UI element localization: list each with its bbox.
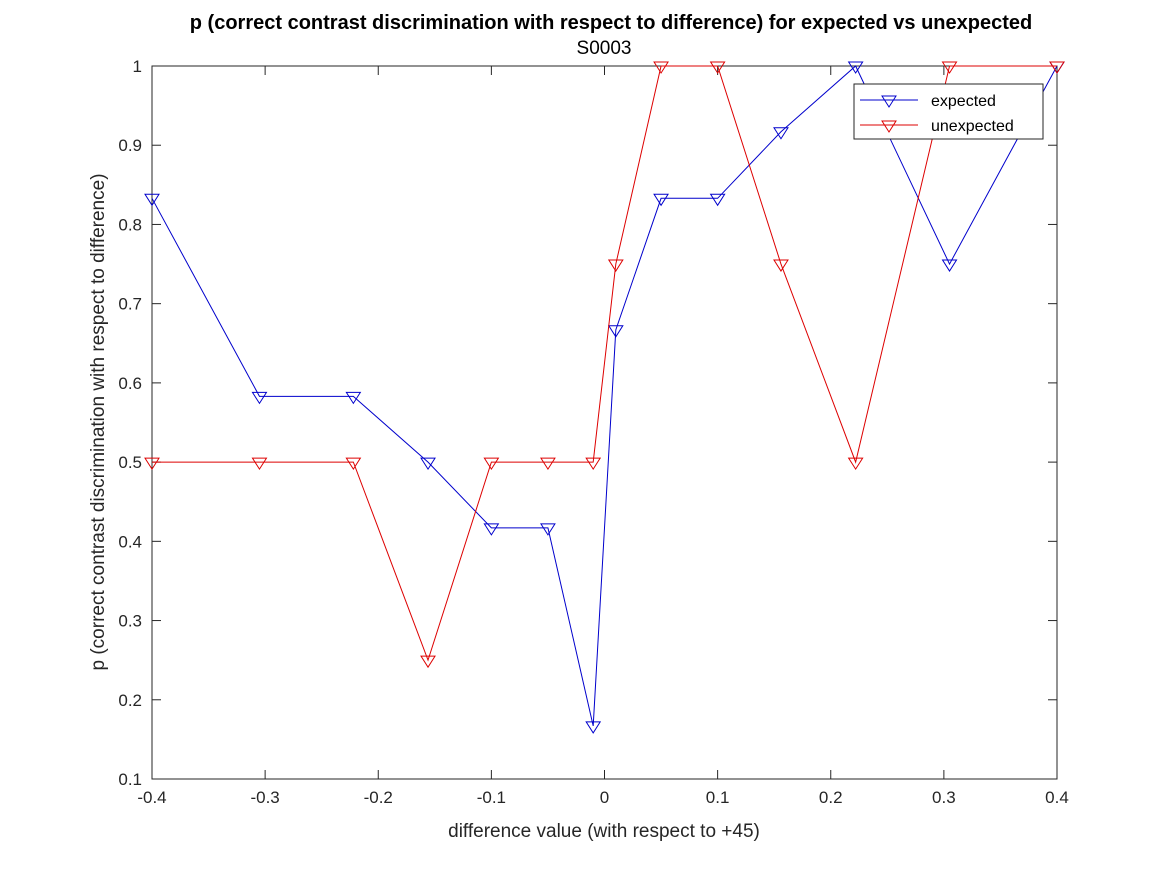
data-point: [709, 61, 726, 74]
data-point: [585, 721, 602, 734]
chart-title: p (correct contrast discrimination with …: [190, 12, 1032, 34]
legend-marker: [881, 95, 897, 108]
y-tick-label: 0.6: [118, 374, 142, 393]
data-point: [653, 193, 669, 207]
data-point: [540, 523, 556, 536]
series-line-expected: [151, 65, 1058, 727]
data-point: [941, 61, 958, 74]
y-tick-label: 0.1: [118, 770, 142, 789]
x-tick-label: -0.4: [137, 788, 166, 807]
y-tick-label: 0.2: [118, 691, 142, 710]
data-point: [483, 523, 500, 536]
data-point: [1049, 61, 1065, 74]
y-axis: 0.1 0.2 0.3 0.4 0.5 0.6 0.7 0.8 0.9 1: [118, 57, 1057, 789]
data-point: [251, 391, 268, 405]
y-tick-label: 0.4: [118, 532, 142, 551]
y-tick-label: 0.9: [118, 136, 142, 155]
x-tick-label: 0.2: [819, 788, 843, 807]
legend-marker: [881, 120, 897, 133]
y-tick-label: 0.3: [118, 612, 142, 631]
legend-item-unexpected: unexpected: [860, 118, 1014, 135]
data-point: [420, 457, 436, 471]
x-tick-label: 0.3: [932, 788, 956, 807]
series-line-unexpected: [152, 65, 1057, 662]
y-tick-label: 1: [133, 57, 142, 76]
y-tick-label: 0.8: [118, 215, 142, 234]
data-point: [941, 259, 958, 272]
x-axis-label: difference value (with respect to +45): [448, 821, 760, 842]
data-point: [709, 193, 726, 207]
legend-item-expected: expected: [860, 93, 996, 110]
legend-label: expected: [931, 93, 996, 110]
legend-label: unexpected: [931, 118, 1014, 135]
x-tick-label: -0.2: [364, 788, 393, 807]
y-tick-label: 0.5: [118, 453, 142, 472]
y-tick-label: 0.7: [118, 295, 142, 314]
data-point: [144, 457, 160, 471]
x-tick-label: -0.1: [477, 788, 506, 807]
data-point: [607, 325, 624, 338]
legend: expected unexpected: [853, 83, 1044, 140]
data-point: [483, 457, 500, 471]
data-point: [847, 457, 864, 471]
x-tick-label: 0.1: [706, 788, 730, 807]
data-point: [773, 259, 789, 272]
data-point: [345, 457, 362, 471]
data-point: [345, 391, 362, 405]
data-point: [251, 457, 268, 471]
data-point: [847, 61, 864, 74]
data-point: [144, 193, 160, 207]
data-point: [540, 457, 556, 471]
data-point: [607, 259, 624, 272]
x-tick-label: 0.4: [1045, 788, 1069, 807]
data-point: [773, 127, 789, 140]
x-axis: -0.4 -0.3 -0.2 -0.1 0 0.1 0.2 0.3 0.4: [137, 66, 1069, 807]
series-expected: [144, 61, 1065, 734]
series-unexpected: [144, 61, 1065, 669]
data-point: [585, 457, 602, 471]
data-point: [420, 655, 436, 669]
plot-area: [151, 65, 1058, 780]
data-point: [653, 61, 669, 74]
legend-box: [853, 83, 1044, 140]
x-tick-label: 0: [600, 788, 609, 807]
x-tick-label: -0.3: [250, 788, 279, 807]
y-axis-label: p (correct contrast discrimination with …: [88, 173, 109, 670]
series-layer: [144, 61, 1065, 734]
chart-subtitle: S0003: [577, 38, 632, 59]
